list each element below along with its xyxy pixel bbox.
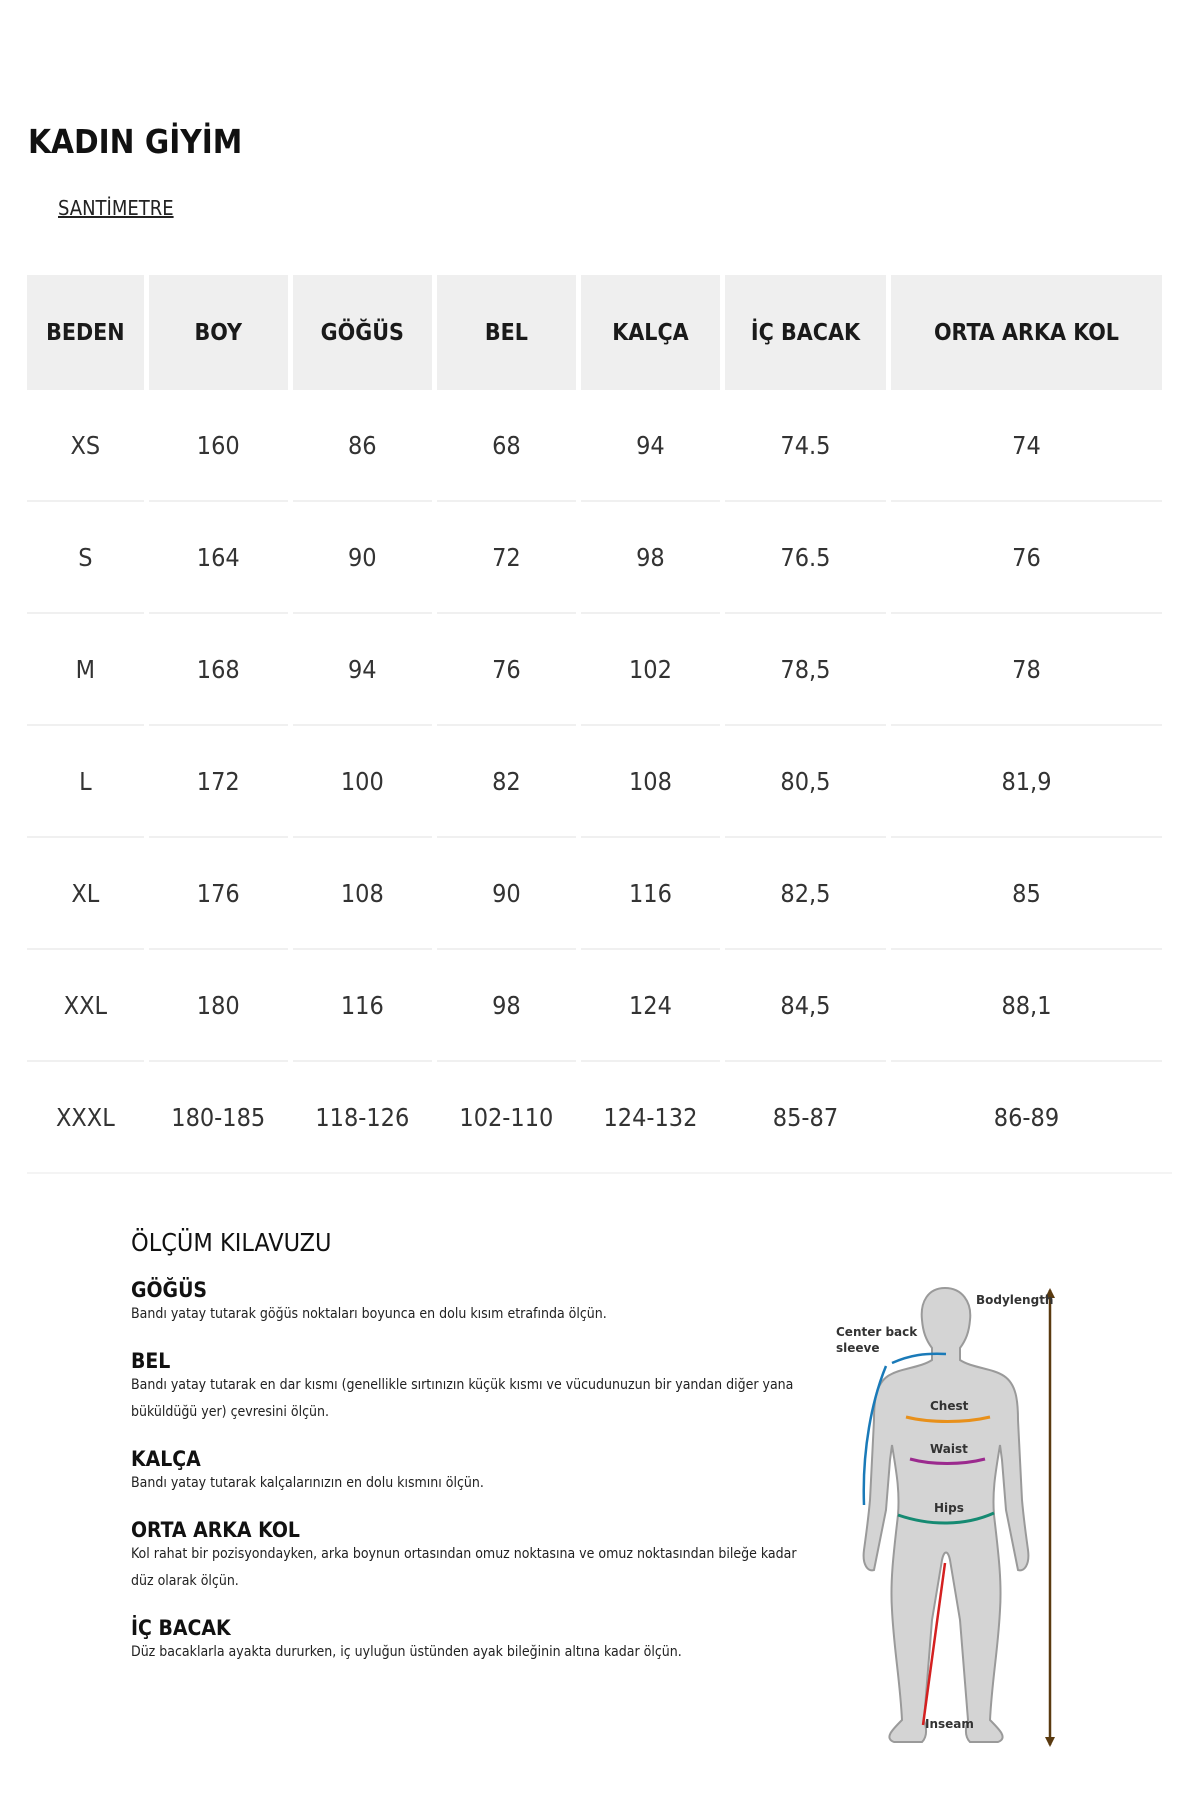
table-cell: 168: [148, 614, 288, 726]
guide-section-text: Bandı yatay tutarak en dar kısmı (genell…: [131, 1377, 794, 1420]
table-cell: 78,5: [724, 614, 886, 726]
label-chest: Chest: [930, 1399, 969, 1413]
table-cell: 76: [890, 502, 1162, 614]
hips-arrow: [897, 1511, 995, 1525]
page-title: KADIN GİYİM: [28, 122, 243, 161]
label-inseam: Inseam: [925, 1717, 974, 1731]
table-cell: L: [27, 726, 144, 838]
guide-title: ÖLÇÜM KILAVUZU: [131, 1228, 332, 1257]
table-cell: 86: [292, 390, 432, 502]
table-cell: XL: [27, 838, 144, 950]
guide-section-text: Düz bacaklarla ayakta dururken, iç uyluğ…: [131, 1644, 682, 1660]
table-cell: 68: [436, 390, 576, 502]
guide-section-heading: BEL: [131, 1349, 171, 1373]
table-cell: 164: [148, 502, 288, 614]
table-cell: 102-110: [436, 1062, 576, 1174]
table-cell: 76.5: [724, 502, 886, 614]
column-header: BOY: [148, 275, 288, 390]
table-row: L 172 100 82 108 80,5 81,9: [27, 726, 1162, 838]
column-header: ORTA ARKA KOL: [890, 275, 1162, 390]
table-cell: 176: [148, 838, 288, 950]
guide-section: KALÇA Bandı yatay tutarak kalçalarınızın …: [131, 1448, 811, 1497]
table-cell: 124-132: [580, 1062, 720, 1174]
table-cell: 160: [148, 390, 288, 502]
guide-section: ORTA ARKA KOL Kol rahat bir pozisyondayke…: [131, 1519, 811, 1595]
table-cell: 172: [148, 726, 288, 838]
table-cell: XXXL: [27, 1062, 144, 1174]
table-cell: 81,9: [890, 726, 1162, 838]
table-cell: 88,1: [890, 950, 1162, 1062]
guide-section: BEL Bandı yatay tutarak en dar kısmı (gen…: [131, 1350, 811, 1426]
label-sleeve: sleeve: [836, 1341, 880, 1355]
table-cell: 124: [580, 950, 720, 1062]
table-cell: 98: [436, 950, 576, 1062]
table-cell: 102: [580, 614, 720, 726]
table-cell: 74: [890, 390, 1162, 502]
table-row: XS 160 86 68 94 74.5 74: [27, 390, 1162, 502]
column-header: BEDEN: [27, 275, 144, 390]
column-header: GÖĞÜS: [292, 275, 432, 390]
table-cell: 180-185: [148, 1062, 288, 1174]
table-cell: 76: [436, 614, 576, 726]
table-cell: 108: [292, 838, 432, 950]
guide-section: GÖĞÜS Bandı yatay tutarak göğüs noktaları…: [131, 1279, 811, 1328]
table-cell: 90: [436, 838, 576, 950]
table-cell: M: [27, 614, 144, 726]
table-cell: 82: [436, 726, 576, 838]
label-waist: Waist: [930, 1442, 968, 1456]
table-cell: 85: [890, 838, 1162, 950]
table-cell: 116: [292, 950, 432, 1062]
table-row: XXL 180 116 98 124 84,5 88,1: [27, 950, 1162, 1062]
table-cell: 98: [580, 502, 720, 614]
column-header: KALÇA: [580, 275, 720, 390]
table-cell: 116: [580, 838, 720, 950]
guide-section: İÇ BACAK Düz bacaklarla ayakta dururken, …: [131, 1617, 811, 1666]
table-cell: XXL: [27, 950, 144, 1062]
table-cell: 100: [292, 726, 432, 838]
guide-section-heading: İÇ BACAK: [131, 1616, 231, 1640]
body-silhouette: [862, 1286, 1030, 1743]
column-header: İÇ BACAK: [724, 275, 886, 390]
guide-section-heading: ORTA ARKA KOL: [131, 1518, 300, 1542]
table-cell: 94: [292, 614, 432, 726]
guide-section-text: Bandı yatay tutarak kalçalarınızın en do…: [131, 1475, 484, 1491]
measurement-guide: ÖLÇÜM KILAVUZU GÖĞÜS Bandı yatay tutarak …: [131, 1228, 811, 1688]
table-cell: 78: [890, 614, 1162, 726]
table-cell: 180: [148, 950, 288, 1062]
guide-section-text: Bandı yatay tutarak göğüs noktaları boyu…: [131, 1306, 607, 1322]
table-cell: 80,5: [724, 726, 886, 838]
table-cell: 84,5: [724, 950, 886, 1062]
table-row: M 168 94 76 102 78,5 78: [27, 614, 1162, 726]
table-cell: 82,5: [724, 838, 886, 950]
table-cell: XS: [27, 390, 144, 502]
body-measurement-figure: Bodylength Center back sleeve Chest Wais…: [836, 1286, 1055, 1747]
column-header: BEL: [436, 275, 576, 390]
table-cell: 118-126: [292, 1062, 432, 1174]
inseam-arrow: [921, 1562, 947, 1726]
table-cell: 108: [580, 726, 720, 838]
size-table: BEDEN BOY GÖĞÜS BEL KALÇA İÇ BACAK ORTA ARKA K…: [22, 275, 1167, 1174]
table-cell: S: [27, 502, 144, 614]
table-row: S 164 90 72 98 76.5 76: [27, 502, 1162, 614]
center-back-sleeve-arrow: [862, 1352, 947, 1506]
table-row: XXXL 180-185 118-126 102-110 124-132 85-87 86-…: [27, 1062, 1162, 1174]
guide-section-heading: GÖĞÜS: [131, 1278, 208, 1302]
table-row: XL 176 108 90 116 82,5 85: [27, 838, 1162, 950]
waist-arrow: [909, 1457, 986, 1465]
label-center-back: Center back: [836, 1325, 918, 1339]
table-cell: 94: [580, 390, 720, 502]
unit-link-centimeter[interactable]: SANTİMETRE: [58, 196, 174, 220]
table-cell: 86-89: [890, 1062, 1162, 1174]
guide-section-text: Kol rahat bir pozisyondayken, arka boynu…: [131, 1546, 797, 1589]
table-cell: 85-87: [724, 1062, 886, 1174]
table-cell: 72: [436, 502, 576, 614]
label-hips: Hips: [934, 1501, 964, 1515]
label-bodylength: Bodylength: [976, 1293, 1053, 1307]
divider: [27, 1172, 1172, 1174]
table-cell: 74.5: [724, 390, 886, 502]
guide-section-heading: KALÇA: [131, 1447, 201, 1471]
table-header-row: BEDEN BOY GÖĞÜS BEL KALÇA İÇ BACAK ORTA ARKA K…: [27, 275, 1162, 390]
chest-arrow: [905, 1415, 991, 1423]
table-cell: 90: [292, 502, 432, 614]
